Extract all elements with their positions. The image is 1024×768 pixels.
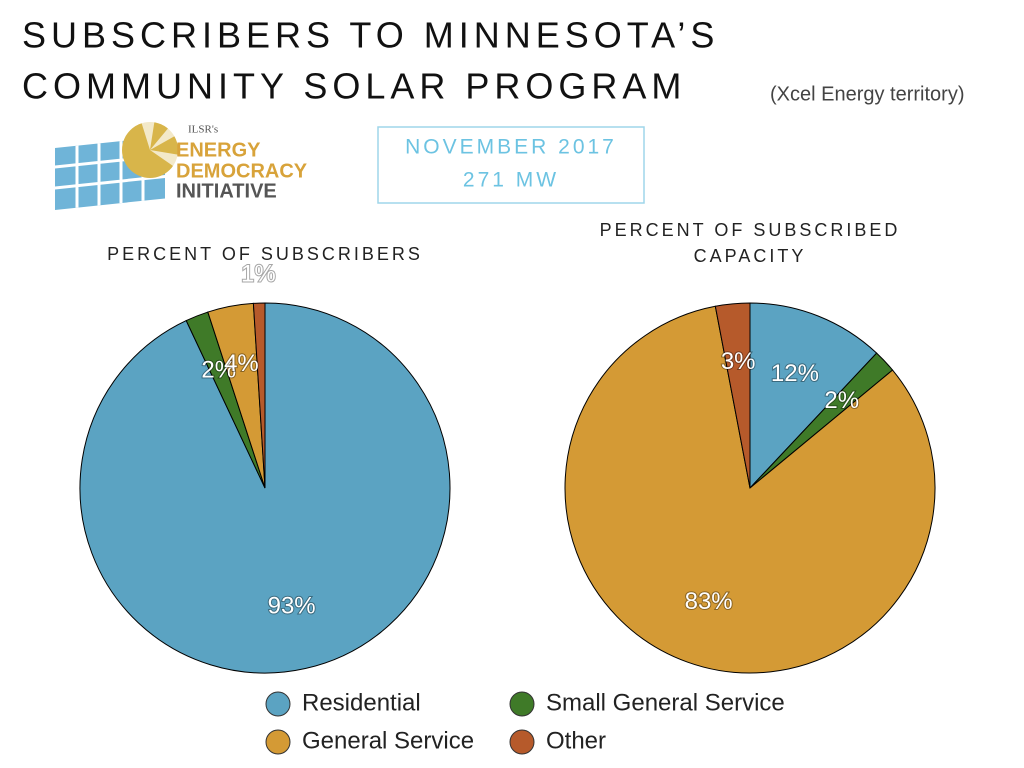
logo-line: ENERGY — [176, 139, 261, 161]
value-label: 2% — [201, 356, 236, 383]
title-line: SUBSCRIBERS TO MINNESOTA’S — [22, 15, 719, 56]
title-line: COMMUNITY SOLAR PROGRAM — [22, 66, 686, 107]
logo: ILSR's ENERGY DEMOCRACY INITIATIVE — [55, 118, 308, 210]
info-text: NOVEMBER 2017 — [405, 136, 617, 159]
legend-swatch — [265, 691, 291, 717]
pie-slice — [714, 302, 751, 489]
legend-swatch — [509, 691, 535, 717]
value-label: 3% — [721, 348, 756, 375]
legend-label: Residential — [302, 689, 421, 716]
pie-slice — [749, 302, 878, 490]
pie-title: CAPACITY — [694, 246, 807, 266]
legend-label: General Service — [302, 727, 474, 754]
value-label: 1% — [241, 261, 276, 288]
pie-slice — [252, 302, 266, 489]
info-text: 271 MW — [463, 169, 559, 192]
logo-line: INITIATIVE — [176, 180, 277, 202]
logo-org: ILSR's — [188, 124, 218, 136]
legend-swatch — [265, 729, 291, 755]
subtitle: (Xcel Energy territory) — [770, 83, 965, 105]
logo-line: DEMOCRACY — [176, 160, 308, 182]
legend-label: Other — [546, 727, 606, 754]
legend-swatch — [509, 729, 535, 755]
pie-title: PERCENT OF SUBSCRIBED — [600, 220, 901, 240]
pie-slice — [564, 305, 936, 674]
legend-label: Small General Service — [546, 689, 785, 716]
value-label: 12% — [771, 360, 819, 387]
info-box — [377, 126, 645, 204]
pie-title: PERCENT OF SUBSCRIBERS — [107, 244, 423, 264]
value-label: 83% — [685, 588, 733, 615]
value-label: 93% — [268, 593, 316, 620]
value-label: 4% — [224, 350, 259, 377]
value-label: 2% — [824, 387, 859, 414]
